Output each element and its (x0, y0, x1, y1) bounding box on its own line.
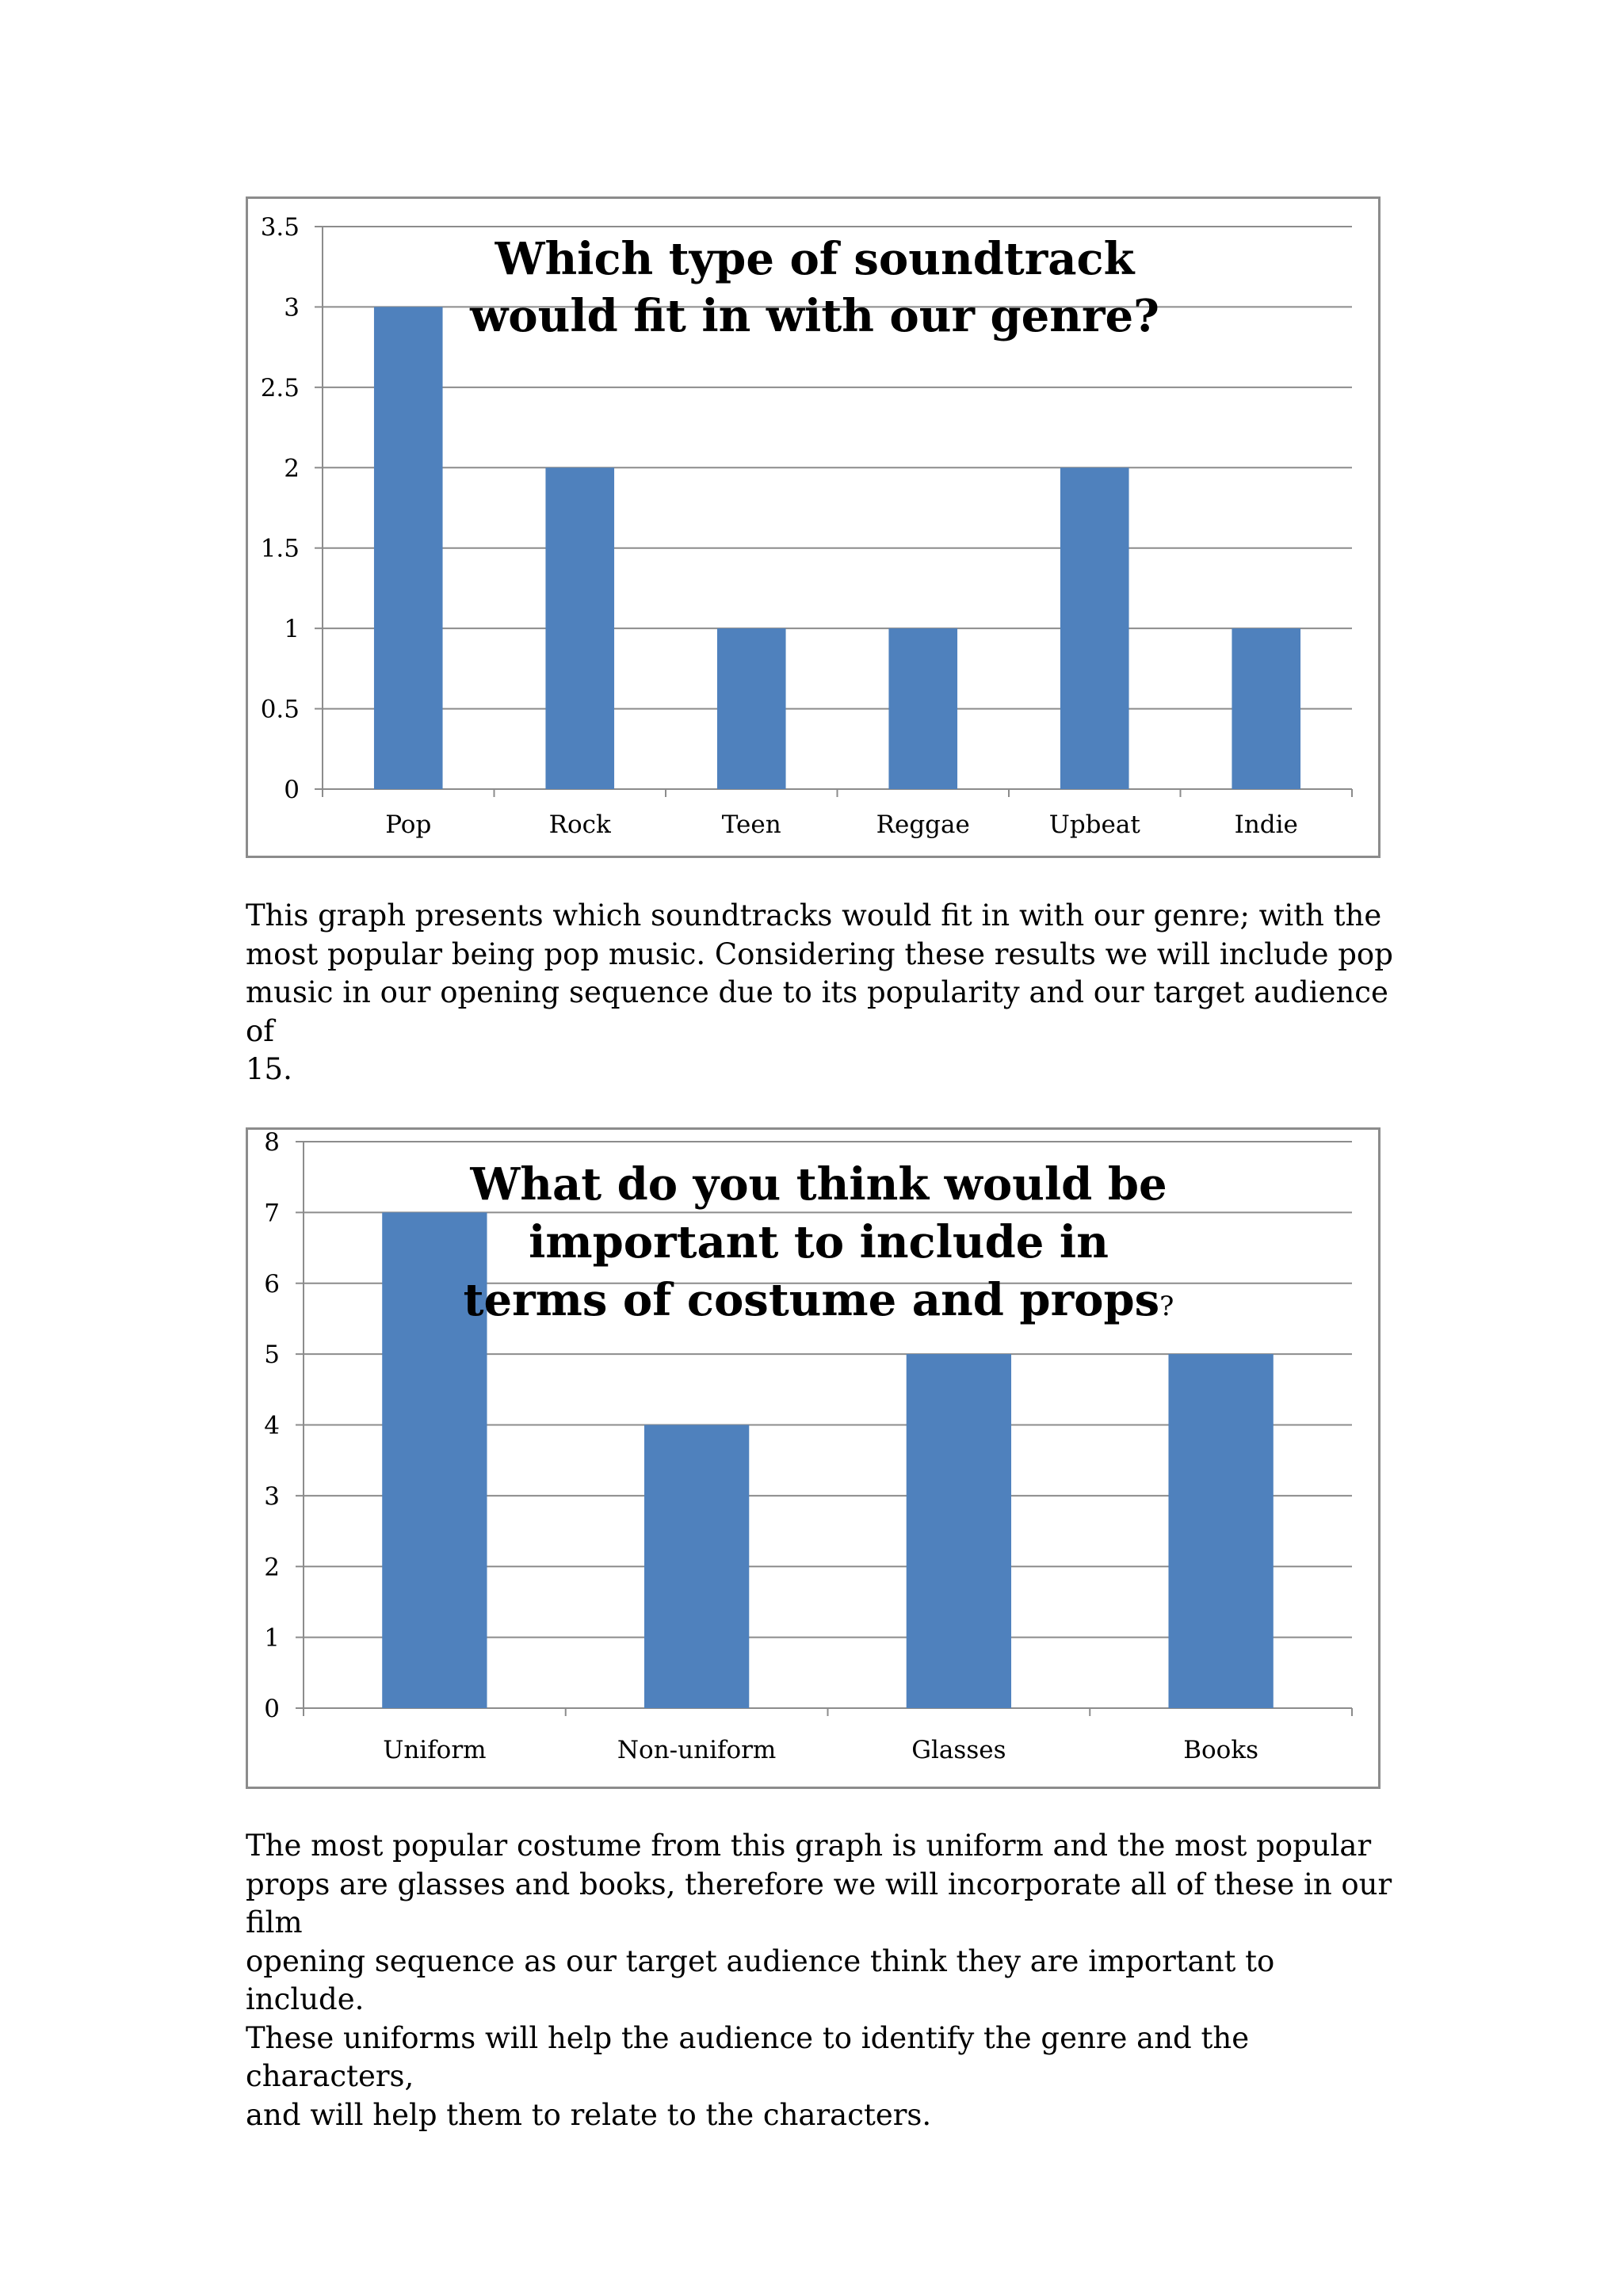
soundtrack-xtick-label: Teen (722, 810, 781, 839)
soundtrack-ytick-label: 0.5 (261, 696, 300, 724)
soundtrack-xtick-label: Indie (1235, 810, 1298, 839)
costume-xtick-label: Glasses (911, 1736, 1006, 1764)
costume-ytick-label: 5 (264, 1341, 280, 1369)
soundtrack-xtick-label: Upbeat (1049, 810, 1141, 839)
costume-title-line: important to include in (529, 1216, 1109, 1268)
costume-ytick-label: 8 (264, 1128, 280, 1157)
soundtrack-title-line: would fit in with our genre? (469, 290, 1159, 342)
costume-ytick-label: 0 (264, 1695, 280, 1723)
soundtrack-title-line: Which type of soundtrack (495, 233, 1136, 285)
soundtrack-bar-reggae (888, 628, 958, 789)
costume-props-chart: 0 1 2 3 4 5 6 7 8 Uniform Non-uniform Glasses Books W… (246, 1127, 1381, 1789)
soundtrack-bar-pop (373, 307, 443, 789)
costume-xtick-label: Books (1183, 1736, 1258, 1764)
costume-title-suffix: ? (1159, 1291, 1174, 1322)
costume-props-paragraph: The most popular costume from this graph… (246, 1829, 1392, 2132)
soundtrack-bar-indie (1232, 628, 1301, 789)
soundtrack-chart-svg: 0 0.5 1 1.5 2 2.5 3 3.5 Pop Rock Teen Reggae Upbeat I… (261, 213, 1353, 839)
costume-ytick-label: 1 (264, 1624, 280, 1653)
soundtrack-xtick-label: Reggae (876, 810, 970, 839)
costume-title-line: terms of costume and props? (464, 1274, 1174, 1326)
costume-xtick-label: Uniform (383, 1736, 486, 1764)
costume-bar-uniform (382, 1212, 487, 1708)
soundtrack-ytick-label: 2 (284, 454, 300, 482)
costume-ytick-label: 6 (264, 1270, 280, 1299)
soundtrack-ytick-label: 1 (284, 615, 300, 643)
costume-bar-non-uniform (643, 1425, 750, 1708)
costume-bar-books (1168, 1354, 1274, 1708)
soundtrack-bar-rock (545, 467, 615, 789)
soundtrack-ytick-label: 1.5 (261, 535, 300, 563)
soundtrack-paragraph: This graph presents which soundtracks wo… (246, 898, 1393, 1086)
soundtrack-xtick-label: Pop (385, 810, 431, 839)
costume-title-line: What do you think would be (469, 1158, 1167, 1211)
costume-ytick-label: 3 (264, 1482, 280, 1511)
soundtrack-bar-teen (716, 628, 786, 789)
costume-bar-glasses (906, 1354, 1012, 1708)
costume-ytick-label: 7 (264, 1199, 280, 1227)
soundtrack-ytick-label: 3 (284, 293, 300, 322)
costume-xtick-label: Non-uniform (617, 1736, 776, 1764)
costume-ytick-label: 2 (264, 1553, 280, 1581)
costume-props-chart-svg: 0 1 2 3 4 5 6 7 8 Uniform Non-uniform Glasses Books W… (264, 1128, 1353, 1764)
soundtrack-ytick-label: 0 (284, 776, 300, 804)
soundtrack-bar-upbeat (1060, 467, 1129, 789)
soundtrack-ytick-label: 2.5 (261, 374, 300, 402)
costume-ytick-label: 4 (264, 1412, 280, 1440)
soundtrack-xtick-label: Rock (549, 810, 611, 839)
soundtrack-ytick-label: 3.5 (261, 213, 300, 242)
soundtrack-chart: 0 0.5 1 1.5 2 2.5 3 3.5 Pop Rock Teen Reggae Upbeat I… (246, 196, 1381, 858)
